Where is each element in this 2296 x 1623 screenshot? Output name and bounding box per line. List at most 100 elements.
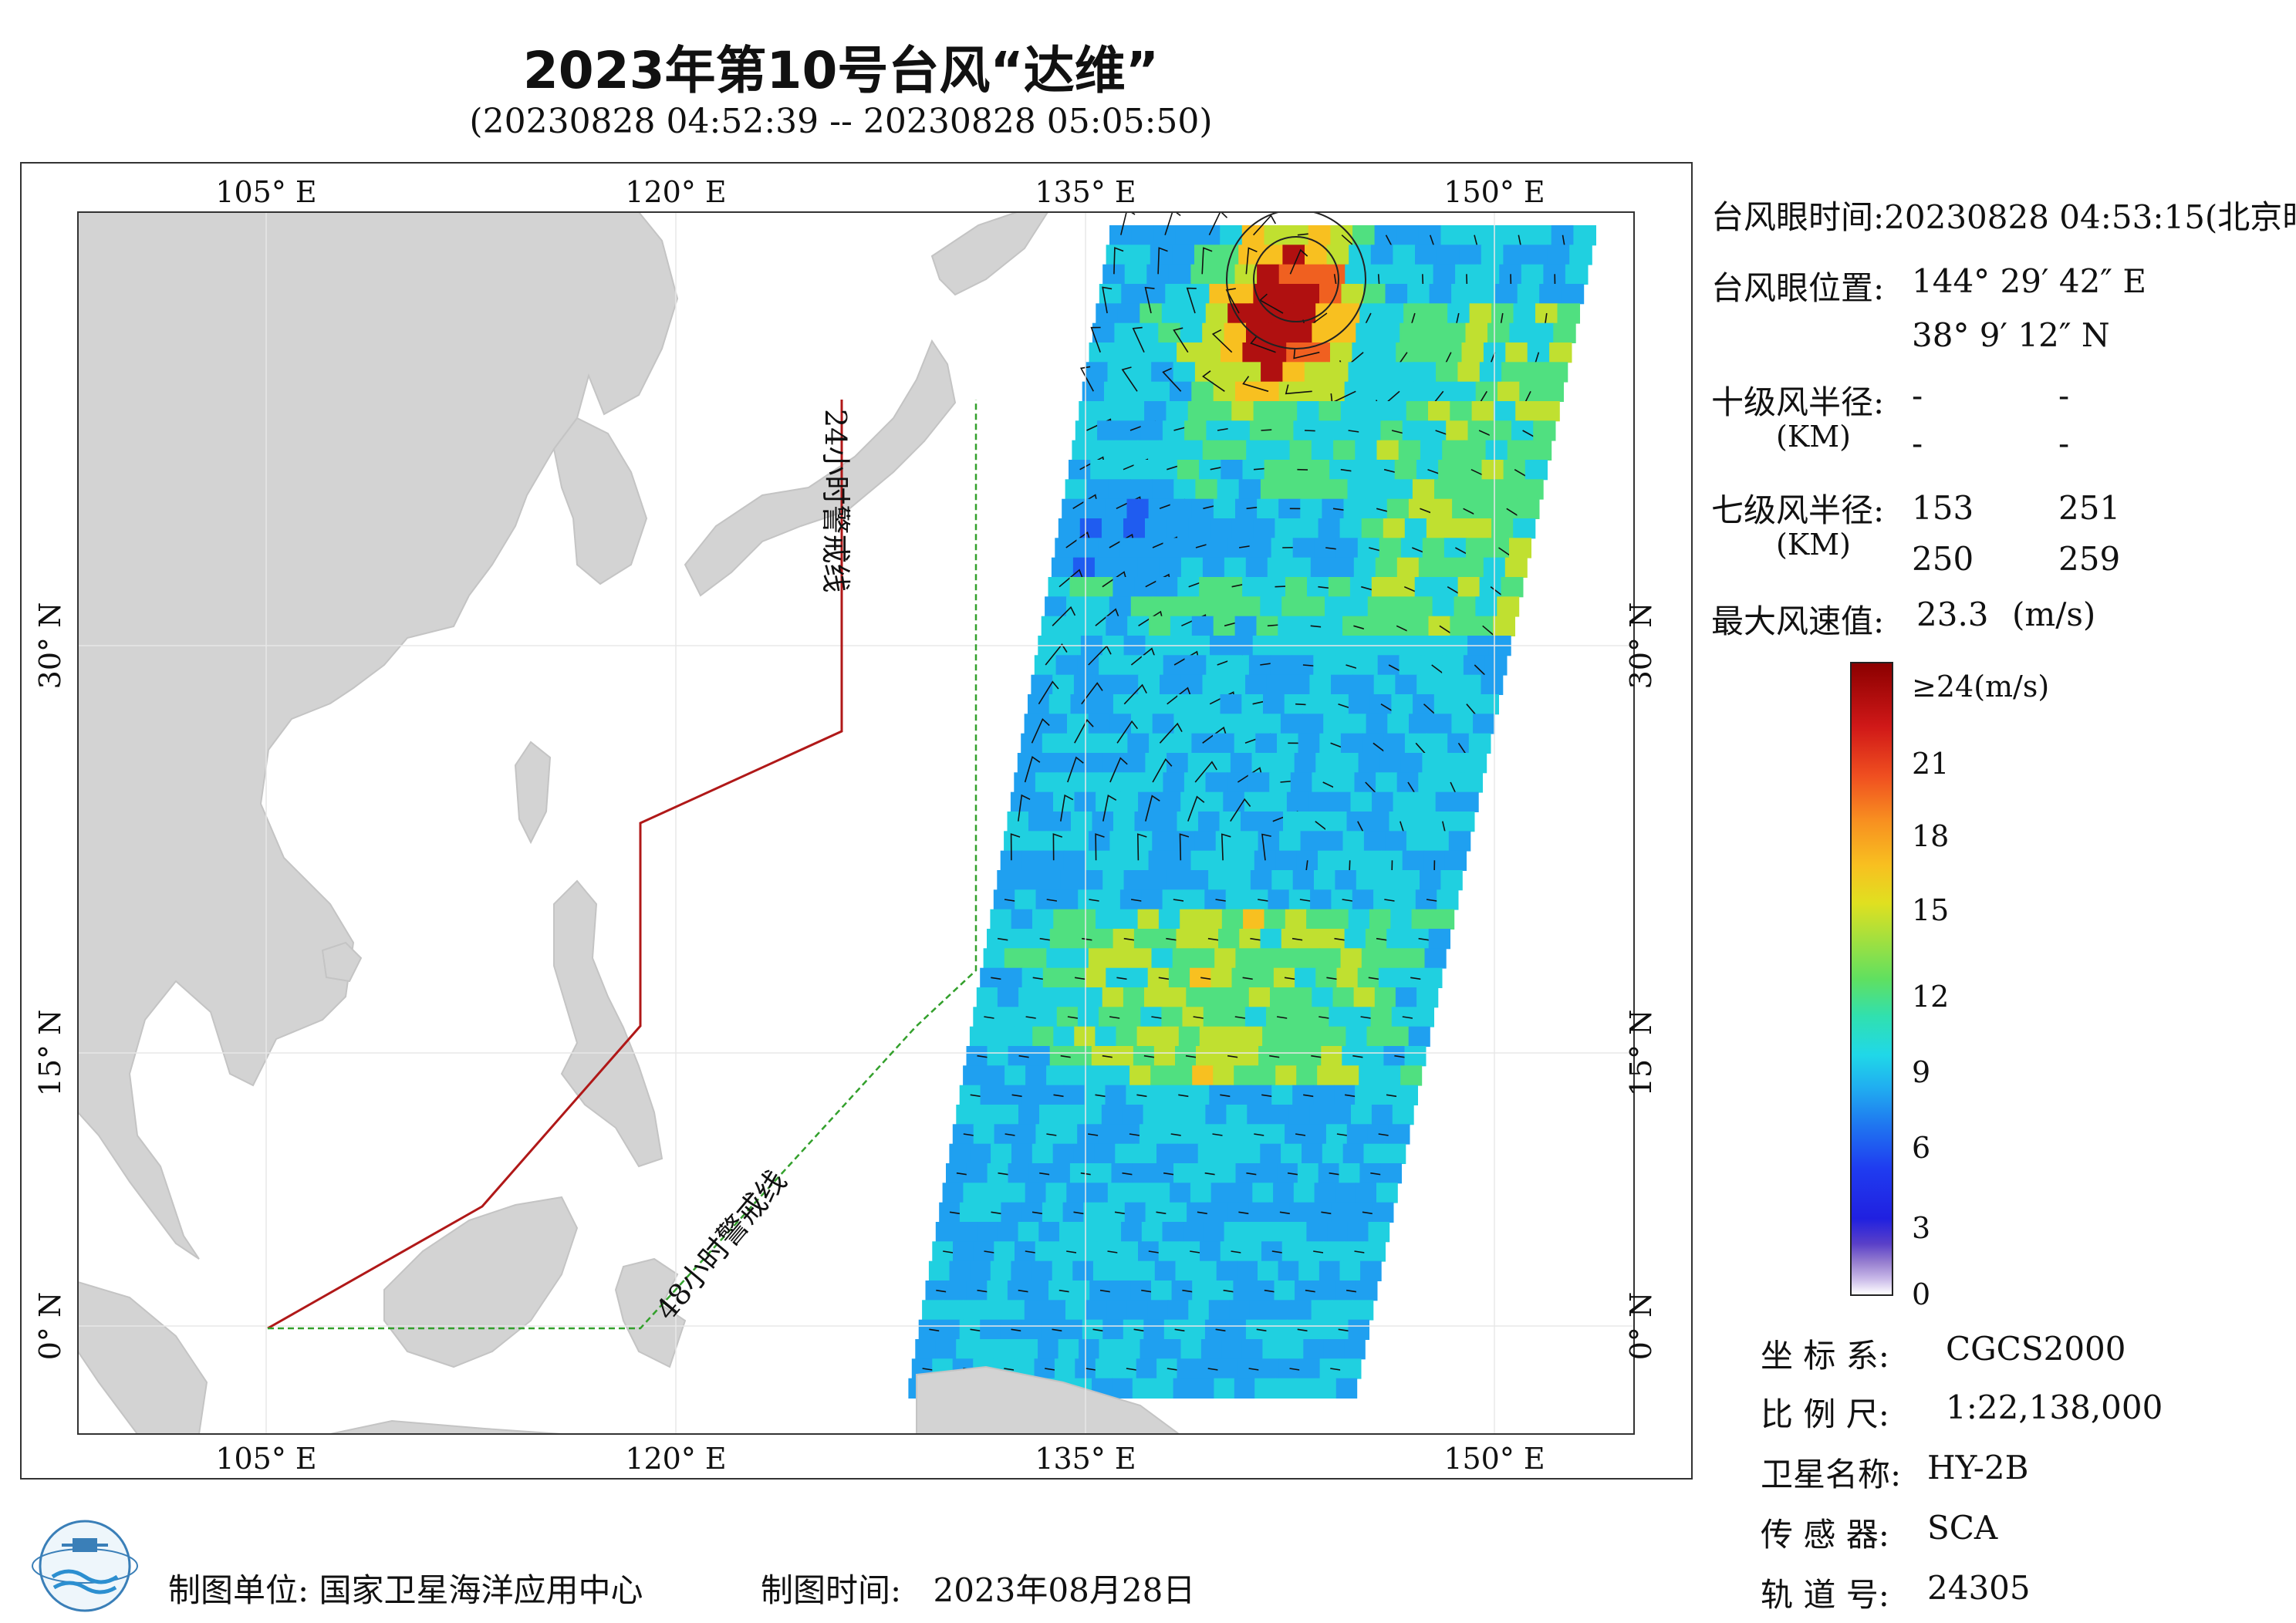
wind-speed-cell	[1481, 245, 1504, 265]
wind-speed-cell	[1479, 362, 1503, 383]
wind-speed-cell	[1233, 850, 1255, 871]
wind-speed-cell	[1213, 1065, 1235, 1086]
wind-speed-cell	[935, 1339, 957, 1360]
wind-speed-cell	[1266, 674, 1289, 695]
wind-speed-cell	[1385, 831, 1407, 852]
wind-speed-cell	[1113, 694, 1136, 715]
wind-speed-cell	[1315, 1378, 1337, 1399]
wind-speed-cell	[1170, 381, 1193, 402]
wind-speed-cell	[1101, 1105, 1123, 1125]
wind-speed-cell	[949, 1143, 971, 1164]
wind-speed-cell	[1180, 1124, 1203, 1145]
wind-speed-cell	[1289, 1202, 1312, 1223]
wind-speed-cell	[1356, 1183, 1377, 1203]
wind-speed-cell	[1077, 655, 1100, 676]
wind-speed-cell	[1058, 518, 1081, 539]
korea-peninsula	[552, 417, 648, 585]
wind-speed-cell	[987, 1046, 1009, 1067]
wind-speed-cell	[1373, 674, 1396, 695]
wind-speed-cell	[1286, 225, 1309, 246]
wind-speed-cell	[1144, 401, 1167, 422]
wind-speed-cell	[1370, 1007, 1393, 1027]
wind-speed-cell	[1045, 1300, 1066, 1321]
typhoon-eye-ring	[1226, 212, 1366, 349]
wind-speed-cell	[1001, 1202, 1023, 1223]
wind-field-map[interactable]: 24小时警戒线 48小时警戒线 105° E 120° E 135° E 150…	[22, 164, 1691, 1478]
wind-speed-cell	[1280, 714, 1303, 734]
wind-speed-cell	[1252, 1183, 1275, 1203]
wind-speed-cell	[1250, 870, 1273, 891]
wind-speed-cell	[1531, 322, 1555, 343]
wind-barb	[1123, 683, 1147, 705]
wind-speed-cell	[1093, 440, 1116, 461]
time-range: (20230828 04:52:39 -- 20230828 05:05:50)	[469, 102, 1213, 141]
wind-speed-cell	[1461, 342, 1484, 363]
wind-speed-cell	[1119, 538, 1143, 558]
eye-pos-label: 台风眼位置:	[1711, 269, 1885, 307]
wind-speed-cell	[1428, 929, 1450, 950]
wind-speed-cell	[1549, 342, 1572, 363]
wind-speed-cell	[1416, 674, 1439, 695]
wind-speed-cell	[991, 1143, 1012, 1164]
wind-speed-cell	[915, 1339, 937, 1360]
wind-speed-cell	[1243, 909, 1265, 930]
wind-speed-cell	[1148, 498, 1171, 519]
wind-speed-cell	[1242, 342, 1265, 363]
wind-speed-cell	[1225, 1319, 1247, 1340]
wind-speed-cell	[1078, 772, 1100, 793]
wind-barb	[1059, 569, 1084, 588]
wind-speed-cell	[1221, 460, 1244, 481]
wind-speed-cell	[1088, 831, 1111, 852]
wind-speed-cell	[1363, 284, 1386, 305]
wind-speed-cell	[1376, 772, 1398, 793]
wind-speed-cell	[1238, 362, 1262, 383]
wind-speed-cell	[1346, 1124, 1369, 1145]
wind-speed-cell	[1305, 694, 1329, 715]
wind-speed-cell	[1270, 987, 1292, 1008]
wind-speed-cell	[1184, 538, 1207, 558]
wind-speed-cell	[949, 1260, 971, 1281]
wind-speed-cell	[1194, 831, 1217, 852]
wind-speed-cell	[1340, 948, 1362, 969]
wind-speed-cell	[1296, 518, 1319, 539]
wind-speed-cell	[1432, 909, 1455, 930]
japan-honshu	[684, 339, 957, 597]
wind-speed-cell	[1421, 322, 1444, 343]
wind-speed-cell	[1246, 322, 1269, 343]
wind-speed-cell	[1156, 1143, 1178, 1164]
wind-barb	[1179, 833, 1190, 861]
wind-speed-cell	[1190, 850, 1213, 871]
wind-speed-cell	[1289, 440, 1312, 461]
wind-speed-cell	[1056, 772, 1079, 793]
wind-speed-cell	[1406, 831, 1429, 852]
wind-speed-cell	[1348, 909, 1370, 930]
wind-speed-cell	[1128, 245, 1151, 265]
wind-barb	[1102, 795, 1117, 822]
wind-speed-cell	[959, 1202, 981, 1223]
wind-speed-cell	[1126, 498, 1150, 519]
wind-speed-cell	[1308, 225, 1332, 246]
wind-speed-cell	[1285, 577, 1308, 598]
wind-speed-cell	[1203, 1007, 1225, 1027]
wind-speed-cell	[1039, 987, 1062, 1008]
wind-speed-cell	[1115, 440, 1139, 461]
wind-speed-cell	[1136, 1026, 1159, 1047]
wind-speed-cell	[984, 1065, 1006, 1086]
wind-speed-cell	[1424, 948, 1447, 969]
wind-speed-cell	[1099, 655, 1121, 676]
wind-speed-cell	[1202, 674, 1225, 695]
wind-speed-cell	[1195, 714, 1217, 734]
wind-speed-cell	[1062, 1319, 1083, 1340]
wind-speed-cell	[1248, 1202, 1270, 1223]
wind-speed-cell	[1465, 322, 1488, 343]
wind-speed-cell	[1349, 245, 1372, 265]
wind-speed-cell	[1152, 596, 1175, 617]
wind-speed-cell	[1275, 401, 1298, 422]
wind-speed-cell	[1046, 831, 1069, 852]
wind-speed-cell	[1141, 1222, 1163, 1243]
wind-speed-cell	[1109, 596, 1132, 617]
wind-speed-cell	[1004, 831, 1026, 852]
wind-speed-cell	[1170, 1183, 1191, 1203]
wind-speed-cell	[1110, 342, 1134, 363]
wind-speed-cell	[1112, 1046, 1134, 1067]
